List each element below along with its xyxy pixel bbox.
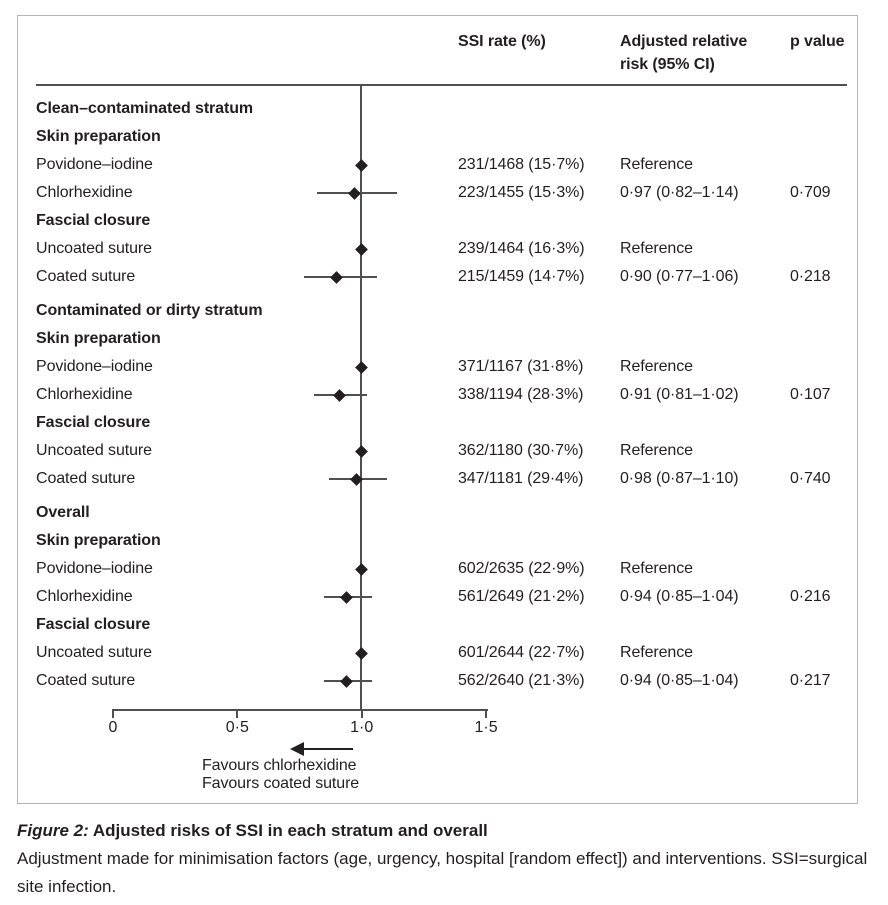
x-axis xyxy=(112,709,488,711)
adjusted-rr-value: Reference xyxy=(620,240,693,257)
axis-tick xyxy=(485,709,488,718)
row-label: Uncoated suture xyxy=(36,644,152,661)
p-value: 0·217 xyxy=(790,672,831,689)
adjusted-rr-value: Reference xyxy=(620,560,693,577)
row-label: Chlorhexidine xyxy=(36,588,133,605)
adjusted-rr-value: 0·98 (0·87–1·10) xyxy=(620,470,739,487)
favours-arrow-shaft xyxy=(297,748,353,750)
ssi-rate-value: 562/2640 (21·3%) xyxy=(458,672,585,689)
forest-plot-panel xyxy=(17,15,858,804)
ssi-rate-value: 239/1464 (16·3%) xyxy=(458,240,585,257)
favours-label-coated-suture: Favours coated suture xyxy=(202,775,360,792)
adjusted-rr-value: Reference xyxy=(620,442,693,459)
axis-tick-label: 1·0 xyxy=(350,719,374,736)
p-value: 0·709 xyxy=(790,184,831,201)
row-label: Coated suture xyxy=(36,470,136,487)
p-value: 0·218 xyxy=(790,268,831,285)
section-label: Contaminated or dirty stratum xyxy=(36,302,263,319)
row-label: Chlorhexidine xyxy=(36,386,133,403)
axis-tick xyxy=(112,709,114,718)
row-label: Uncoated suture xyxy=(36,442,152,459)
ssi-rate-value: 602/2635 (22·9%) xyxy=(458,560,585,577)
figure-caption: Figure 2: Adjusted risks of SSI in each … xyxy=(17,818,875,901)
ssi-rate-value: 561/2649 (21·2%) xyxy=(458,588,585,605)
row-label: Chlorhexidine xyxy=(36,184,133,201)
column-header-ssi-rate: SSI rate (%) xyxy=(458,33,546,50)
section-label: Fascial closure xyxy=(36,212,151,229)
axis-tick xyxy=(360,709,363,718)
reference-line-rr-1 xyxy=(360,85,362,709)
row-label: Povidone–iodine xyxy=(36,156,153,173)
ssi-rate-value: 215/1459 (14·7%) xyxy=(458,268,585,285)
left-arrow-icon xyxy=(290,742,304,756)
adjusted-rr-value: Reference xyxy=(620,156,693,173)
caption-body-text: Adjustment made for minimisation factors… xyxy=(17,849,868,896)
adjusted-rr-value: 0·90 (0·77–1·06) xyxy=(620,268,739,285)
adjusted-rr-value: 0·91 (0·81–1·02) xyxy=(620,386,739,403)
section-label: Fascial closure xyxy=(36,414,151,431)
ssi-rate-value: 601/2644 (22·7%) xyxy=(458,644,585,661)
p-value: 0·740 xyxy=(790,470,831,487)
p-value: 0·216 xyxy=(790,588,831,605)
ssi-rate-value: 338/1194 (28·3%) xyxy=(458,386,584,403)
ssi-rate-value: 371/1167 (31·8%) xyxy=(458,358,584,375)
section-label: Skin preparation xyxy=(36,532,161,549)
adjusted-rr-value: Reference xyxy=(620,644,693,661)
section-label: Overall xyxy=(36,504,90,521)
section-label: Fascial closure xyxy=(36,616,151,633)
row-label: Povidone–iodine xyxy=(36,560,153,577)
axis-tick xyxy=(236,709,239,718)
adjusted-rr-value: 0·97 (0·82–1·14) xyxy=(620,184,739,201)
caption-title-text: Adjusted risks of SSI in each stratum an… xyxy=(88,821,488,840)
caption-title-line: Figure 2: Adjusted risks of SSI in each … xyxy=(17,818,875,844)
adjusted-rr-value: 0·94 (0·85–1·04) xyxy=(620,672,739,689)
row-label: Coated suture xyxy=(36,268,136,285)
axis-tick-label: 1·5 xyxy=(474,719,498,736)
column-header-adjusted-relative-risk: Adjusted relative risk (95% CI) xyxy=(620,33,748,73)
row-label: Uncoated suture xyxy=(36,240,152,257)
section-label: Clean–contaminated stratum xyxy=(36,100,254,117)
figure-number-label: Figure 2: xyxy=(17,821,89,840)
p-value: 0·107 xyxy=(790,386,831,403)
row-label: Coated suture xyxy=(36,672,136,689)
column-header-p-value: p value xyxy=(790,33,845,50)
row-label: Povidone–iodine xyxy=(36,358,153,375)
ssi-rate-value: 347/1181 (29·4%) xyxy=(458,470,584,487)
section-label: Skin preparation xyxy=(36,330,161,347)
ssi-rate-value: 223/1455 (15·3%) xyxy=(458,184,585,201)
section-label: Skin preparation xyxy=(36,128,161,145)
axis-tick-label: 0·5 xyxy=(225,719,249,736)
header-rule xyxy=(36,84,847,86)
ssi-rate-value: 362/1180 (30·7%) xyxy=(458,442,584,459)
favours-label-chlorhexidine: Favours chlorhexidine xyxy=(202,757,357,774)
adjusted-rr-value: 0·94 (0·85–1·04) xyxy=(620,588,739,605)
adjusted-rr-value: Reference xyxy=(620,358,693,375)
axis-tick-label: 0 xyxy=(108,719,118,736)
ssi-rate-value: 231/1468 (15·7%) xyxy=(458,156,585,173)
